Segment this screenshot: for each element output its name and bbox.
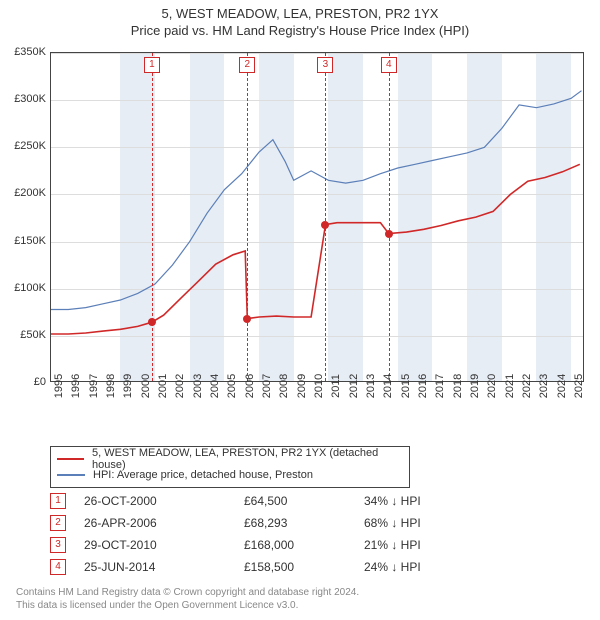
row-marker-icon: 1 bbox=[50, 493, 66, 509]
table-row: 4 25-JUN-2014£158,50024% ↓ HPI bbox=[50, 556, 550, 578]
x-tick-label: 1997 bbox=[88, 374, 100, 398]
legend-swatch bbox=[57, 458, 84, 460]
x-tick-label: 2008 bbox=[278, 374, 290, 398]
table-row: 1 26-OCT-2000£64,50034% ↓ HPI bbox=[50, 490, 550, 512]
row-delta: 68% ↓ HPI bbox=[364, 516, 504, 530]
y-tick-label: £50K bbox=[20, 329, 46, 341]
x-tick-label: 2011 bbox=[330, 374, 342, 398]
sale-marker-label: 3 bbox=[317, 57, 333, 73]
row-price: £158,500 bbox=[244, 560, 364, 574]
x-tick-label: 2013 bbox=[365, 374, 377, 398]
x-tick-label: 2004 bbox=[209, 374, 221, 398]
sale-marker-label: 4 bbox=[381, 57, 397, 73]
y-tick-label: £150K bbox=[14, 235, 46, 247]
row-price: £68,293 bbox=[244, 516, 364, 530]
series-hpi bbox=[51, 91, 582, 310]
row-delta: 21% ↓ HPI bbox=[364, 538, 504, 552]
chart: £0£50K£100K£150K£200K£250K£300K£350K 123… bbox=[50, 52, 584, 408]
y-tick-label: £100K bbox=[14, 282, 46, 294]
x-tick-label: 2017 bbox=[434, 374, 446, 398]
x-tick-label: 2019 bbox=[469, 374, 481, 398]
table-row: 2 26-APR-2006£68,29368% ↓ HPI bbox=[50, 512, 550, 534]
title-address: 5, WEST MEADOW, LEA, PRESTON, PR2 1YX bbox=[0, 6, 600, 21]
sale-marker-line bbox=[389, 53, 390, 381]
x-tick-label: 2006 bbox=[244, 374, 256, 398]
x-tick-label: 1995 bbox=[53, 374, 65, 398]
sale-dot bbox=[148, 318, 156, 326]
row-marker-icon: 2 bbox=[50, 515, 66, 531]
row-price: £168,000 bbox=[244, 538, 364, 552]
footer-line: Contains HM Land Registry data © Crown c… bbox=[16, 586, 359, 599]
row-date: 25-JUN-2014 bbox=[84, 560, 244, 574]
x-tick-label: 2010 bbox=[313, 374, 325, 398]
row-marker-icon: 3 bbox=[50, 537, 66, 553]
sale-dot bbox=[385, 230, 393, 238]
plot-area: 1 2 3 4 bbox=[50, 52, 584, 382]
row-marker-icon: 4 bbox=[50, 559, 66, 575]
x-tick-label: 2020 bbox=[486, 374, 498, 398]
sale-marker-line bbox=[325, 53, 326, 381]
legend-item-property: 5, WEST MEADOW, LEA, PRESTON, PR2 1YX (d… bbox=[57, 451, 403, 467]
y-tick-label: £0 bbox=[34, 376, 46, 388]
footer: Contains HM Land Registry data © Crown c… bbox=[16, 586, 359, 612]
sale-marker-label: 1 bbox=[144, 57, 160, 73]
x-tick-label: 2009 bbox=[296, 374, 308, 398]
series-property bbox=[51, 164, 580, 334]
x-tick-label: 2023 bbox=[538, 374, 550, 398]
row-delta: 34% ↓ HPI bbox=[364, 494, 504, 508]
x-tick-label: 1998 bbox=[105, 374, 117, 398]
line-svg bbox=[51, 53, 584, 382]
row-date: 29-OCT-2010 bbox=[84, 538, 244, 552]
x-tick-label: 2014 bbox=[382, 374, 394, 398]
x-tick-label: 1999 bbox=[122, 374, 134, 398]
x-tick-label: 2024 bbox=[556, 374, 568, 398]
x-tick-label: 2018 bbox=[452, 374, 464, 398]
titles: 5, WEST MEADOW, LEA, PRESTON, PR2 1YX Pr… bbox=[0, 0, 600, 38]
table-row: 3 29-OCT-2010£168,00021% ↓ HPI bbox=[50, 534, 550, 556]
footer-line: This data is licensed under the Open Gov… bbox=[16, 599, 359, 612]
row-price: £64,500 bbox=[244, 494, 364, 508]
legend-label: 5, WEST MEADOW, LEA, PRESTON, PR2 1YX (d… bbox=[92, 447, 403, 471]
x-tick-label: 2001 bbox=[157, 374, 169, 398]
sale-marker-line bbox=[247, 53, 248, 381]
sale-dot bbox=[243, 315, 251, 323]
x-tick-label: 2016 bbox=[417, 374, 429, 398]
x-tick-label: 2003 bbox=[192, 374, 204, 398]
x-tick-label: 2025 bbox=[573, 374, 585, 398]
sale-dot bbox=[321, 221, 329, 229]
sale-marker-line bbox=[152, 53, 153, 381]
sales-table: 1 26-OCT-2000£64,50034% ↓ HPI 2 26-APR-2006… bbox=[50, 490, 550, 578]
x-tick-label: 2005 bbox=[226, 374, 238, 398]
legend-swatch bbox=[57, 474, 85, 476]
x-tick-label: 2021 bbox=[504, 374, 516, 398]
x-tick-label: 2002 bbox=[174, 374, 186, 398]
sale-marker-label: 2 bbox=[239, 57, 255, 73]
x-tick-label: 2015 bbox=[400, 374, 412, 398]
legend-label: HPI: Average price, detached house, Pres… bbox=[93, 469, 313, 481]
x-tick-label: 2007 bbox=[261, 374, 273, 398]
x-tick-label: 2012 bbox=[348, 374, 360, 398]
row-date: 26-APR-2006 bbox=[84, 516, 244, 530]
row-date: 26-OCT-2000 bbox=[84, 494, 244, 508]
row-delta: 24% ↓ HPI bbox=[364, 560, 504, 574]
y-tick-label: £200K bbox=[14, 187, 46, 199]
y-tick-label: £250K bbox=[14, 140, 46, 152]
y-tick-label: £300K bbox=[14, 93, 46, 105]
x-tick-label: 1996 bbox=[70, 374, 82, 398]
title-subtitle: Price paid vs. HM Land Registry's House … bbox=[0, 23, 600, 38]
legend: 5, WEST MEADOW, LEA, PRESTON, PR2 1YX (d… bbox=[50, 446, 410, 488]
x-tick-label: 2022 bbox=[521, 374, 533, 398]
y-tick-label: £350K bbox=[14, 46, 46, 58]
x-tick-label: 2000 bbox=[140, 374, 152, 398]
